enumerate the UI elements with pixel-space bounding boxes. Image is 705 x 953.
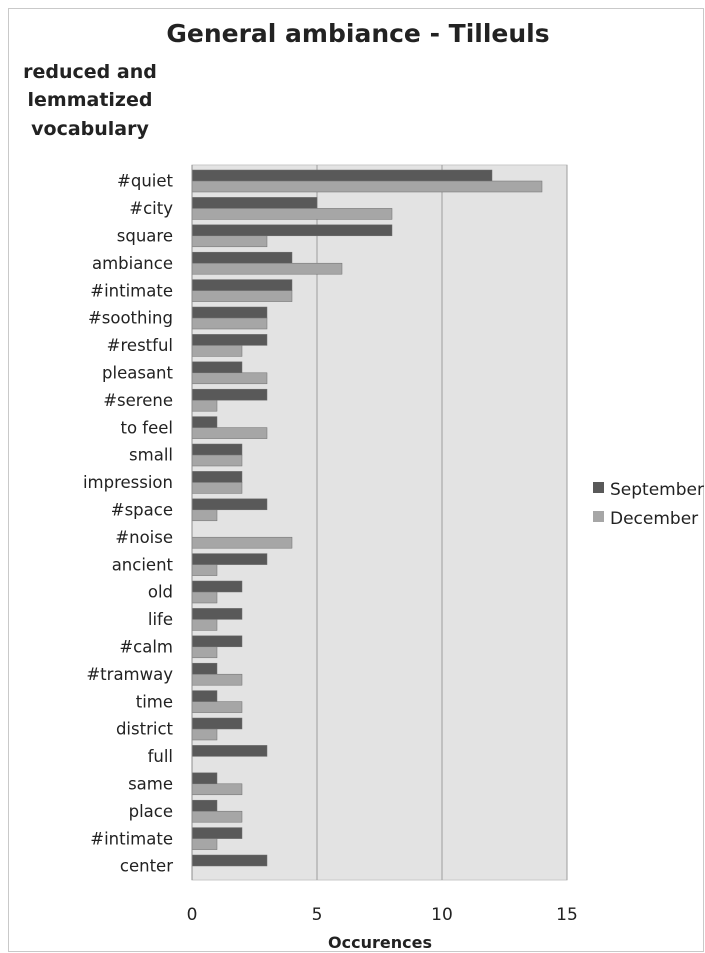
category-label: #intimate [90,829,173,848]
category-label: square [117,227,173,246]
category-label: #quiet [117,172,173,191]
x-axis-label: Occurences [328,933,432,952]
bar-december [191,180,543,193]
legend: September December [593,480,704,529]
category-label: #city [129,199,173,218]
category-label: #soothing [88,309,173,328]
bar-december [191,317,268,330]
bar-september [191,334,268,346]
bar-september [191,608,243,620]
x-tick-labels: 0 5 10 15 [187,905,578,925]
category-label: district [116,720,174,739]
bar-september [191,361,243,374]
bar-december [191,838,218,850]
category-label: ambiance [92,254,173,273]
bar-september [191,498,268,511]
category-label: small [129,446,173,465]
x-tick-label: 15 [556,905,578,925]
category-label: to feel [120,418,173,437]
bar-september [191,443,243,456]
bar-december [191,536,293,549]
y-axis-label-line-1: reduced and [23,61,157,83]
bar-september [191,224,393,237]
category-label: #restful [107,336,173,355]
chart-title: General ambiance - Tilleuls [166,19,549,48]
bar-september [191,471,243,483]
gridlines [316,165,568,880]
bar-december [191,454,243,467]
bar-december [191,591,218,604]
bar-september [191,799,218,812]
bar-september [191,197,318,209]
category-labels: #quiet #city square ambiance #intimate #sooth… [83,172,174,876]
bar-september [191,745,268,757]
bar-september [191,854,268,867]
bar-december [191,673,243,686]
legend-label-december: December [610,509,698,529]
bars [191,169,543,867]
bar-december [191,783,243,796]
legend-swatch-september [593,482,604,493]
bar-september [191,553,268,565]
bar-september [191,662,218,675]
category-label: #noise [115,528,173,547]
category-label: life [148,610,173,629]
category-label: full [148,747,173,766]
category-label: place [129,802,173,821]
bar-december [191,619,218,631]
bar-december [191,372,268,385]
category-label: ancient [112,555,174,574]
category-label: old [148,583,173,602]
x-tick-label: 10 [431,905,453,925]
bar-september [191,827,243,839]
bar-september [191,279,293,291]
category-label: pleasant [102,364,173,383]
chart-frame [8,8,704,952]
bar-december [191,262,343,275]
y-axis-label-line-2: lemmatized [28,89,153,111]
category-label: #serene [103,391,173,410]
category-label: #space [111,501,173,520]
bar-december [191,427,268,439]
category-label: time [136,692,173,711]
bar-december [191,728,218,741]
bar-september [191,251,293,264]
bar-december [191,646,218,659]
x-tick-label: 0 [187,905,198,925]
bar-december [191,509,218,522]
bar-september [191,772,218,785]
bar-september [191,690,218,702]
category-label: #calm [119,638,173,657]
category-label: center [120,857,173,876]
bar-december [191,345,243,357]
bar-december [191,564,218,576]
category-label: same [128,775,173,794]
bar-september [191,388,268,401]
x-tick-label: 5 [312,905,323,925]
category-label: impression [83,473,173,492]
category-label: #tramway [86,665,173,684]
bar-december [191,701,243,713]
bar-september [191,306,268,319]
bar-december [191,482,243,494]
legend-swatch-december [593,511,604,522]
bar-december [191,399,218,412]
bar-september [191,717,243,730]
y-axis-label-line-3: vocabulary [31,118,149,140]
category-label: #intimate [90,281,173,300]
legend-label-september: September [610,480,704,500]
bar-september [191,169,493,182]
bar-december [191,235,268,248]
bar-september [191,416,218,428]
bar-december [191,208,393,220]
bar-september [191,635,243,648]
bar-december [191,290,293,302]
bar-december [191,810,243,823]
bar-september [191,580,243,593]
